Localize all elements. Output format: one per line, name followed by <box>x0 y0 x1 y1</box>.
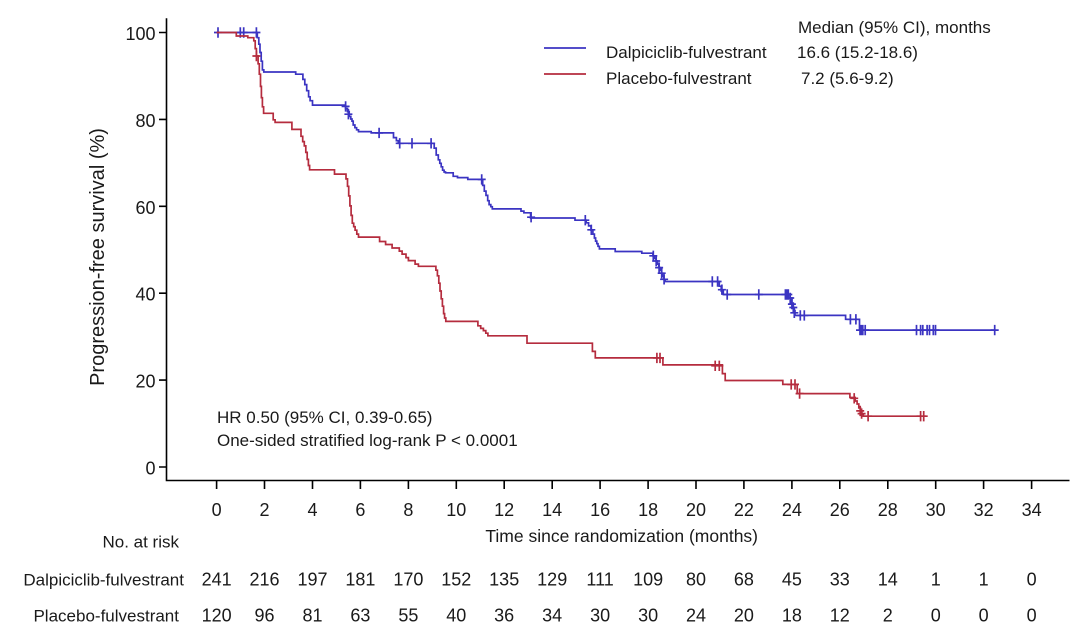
svg-text:2: 2 <box>883 606 893 626</box>
svg-text:26: 26 <box>830 500 850 520</box>
svg-text:22: 22 <box>734 500 754 520</box>
svg-text:81: 81 <box>302 606 322 626</box>
svg-text:Placebo-fulvestrant: Placebo-fulvestrant <box>33 607 179 626</box>
svg-text:10: 10 <box>446 500 466 520</box>
svg-text:28: 28 <box>878 500 898 520</box>
svg-text:0: 0 <box>1027 570 1037 590</box>
svg-text:12: 12 <box>494 500 514 520</box>
svg-text:45: 45 <box>782 570 802 590</box>
svg-text:0: 0 <box>145 459 155 479</box>
svg-text:68: 68 <box>734 570 754 590</box>
svg-text:170: 170 <box>393 570 423 590</box>
svg-text:34: 34 <box>1022 500 1042 520</box>
svg-text:63: 63 <box>350 606 370 626</box>
svg-text:30: 30 <box>638 606 658 626</box>
svg-text:No. at risk: No. at risk <box>102 533 179 552</box>
svg-text:80: 80 <box>686 570 706 590</box>
svg-text:100: 100 <box>125 24 155 44</box>
svg-text:18: 18 <box>638 500 658 520</box>
svg-text:Dalpiciclib-fulvestrant: Dalpiciclib-fulvestrant <box>23 571 184 590</box>
svg-text:30: 30 <box>926 500 946 520</box>
svg-text:14: 14 <box>878 570 898 590</box>
svg-text:Median (95% CI), months: Median (95% CI), months <box>798 18 991 37</box>
svg-text:36: 36 <box>494 606 514 626</box>
svg-text:2: 2 <box>259 500 269 520</box>
svg-text:7.2 (5.6-9.2): 7.2 (5.6-9.2) <box>801 69 894 88</box>
svg-text:109: 109 <box>633 570 663 590</box>
svg-text:One-sided stratified log-rank: One-sided stratified log-rank P < 0.0001 <box>217 431 518 450</box>
svg-text:4: 4 <box>307 500 317 520</box>
svg-text:80: 80 <box>135 111 155 131</box>
svg-text:111: 111 <box>586 570 613 590</box>
svg-text:20: 20 <box>686 500 706 520</box>
svg-text:33: 33 <box>830 570 850 590</box>
svg-text:96: 96 <box>254 606 274 626</box>
svg-text:Placebo-fulvestrant: Placebo-fulvestrant <box>606 69 752 88</box>
svg-text:8: 8 <box>403 500 413 520</box>
svg-text:24: 24 <box>686 606 706 626</box>
svg-text:1: 1 <box>931 570 941 590</box>
svg-text:1: 1 <box>979 570 989 590</box>
svg-text:40: 40 <box>135 285 155 305</box>
svg-text:152: 152 <box>441 570 471 590</box>
svg-text:0: 0 <box>979 606 989 626</box>
svg-text:181: 181 <box>345 570 375 590</box>
svg-text:20: 20 <box>135 372 155 392</box>
svg-text:55: 55 <box>398 606 418 626</box>
svg-text:24: 24 <box>782 500 802 520</box>
svg-text:Progression-free survival (%): Progression-free survival (%) <box>87 128 109 386</box>
svg-text:30: 30 <box>590 606 610 626</box>
svg-text:18: 18 <box>782 606 802 626</box>
svg-text:6: 6 <box>355 500 365 520</box>
svg-text:135: 135 <box>489 570 519 590</box>
svg-text:HR 0.50 (95% CI, 0.39-0.65): HR 0.50 (95% CI, 0.39-0.65) <box>217 408 432 427</box>
svg-text:16.6 (15.2-18.6): 16.6 (15.2-18.6) <box>797 43 918 62</box>
svg-text:Time since randomization (mont: Time since randomization (months) <box>485 526 758 546</box>
svg-text:216: 216 <box>249 570 279 590</box>
svg-text:129: 129 <box>537 570 567 590</box>
svg-text:120: 120 <box>202 606 232 626</box>
svg-text:40: 40 <box>446 606 466 626</box>
svg-text:34: 34 <box>542 606 562 626</box>
svg-text:241: 241 <box>202 570 232 590</box>
svg-text:0: 0 <box>212 500 222 520</box>
svg-text:12: 12 <box>830 606 850 626</box>
svg-text:60: 60 <box>135 198 155 218</box>
svg-text:Dalpiciclib-fulvestrant: Dalpiciclib-fulvestrant <box>606 43 767 62</box>
svg-text:32: 32 <box>974 500 994 520</box>
svg-text:20: 20 <box>734 606 754 626</box>
svg-text:14: 14 <box>542 500 562 520</box>
svg-text:0: 0 <box>1027 606 1037 626</box>
svg-text:16: 16 <box>590 500 610 520</box>
svg-text:0: 0 <box>931 606 941 626</box>
svg-text:197: 197 <box>297 570 327 590</box>
